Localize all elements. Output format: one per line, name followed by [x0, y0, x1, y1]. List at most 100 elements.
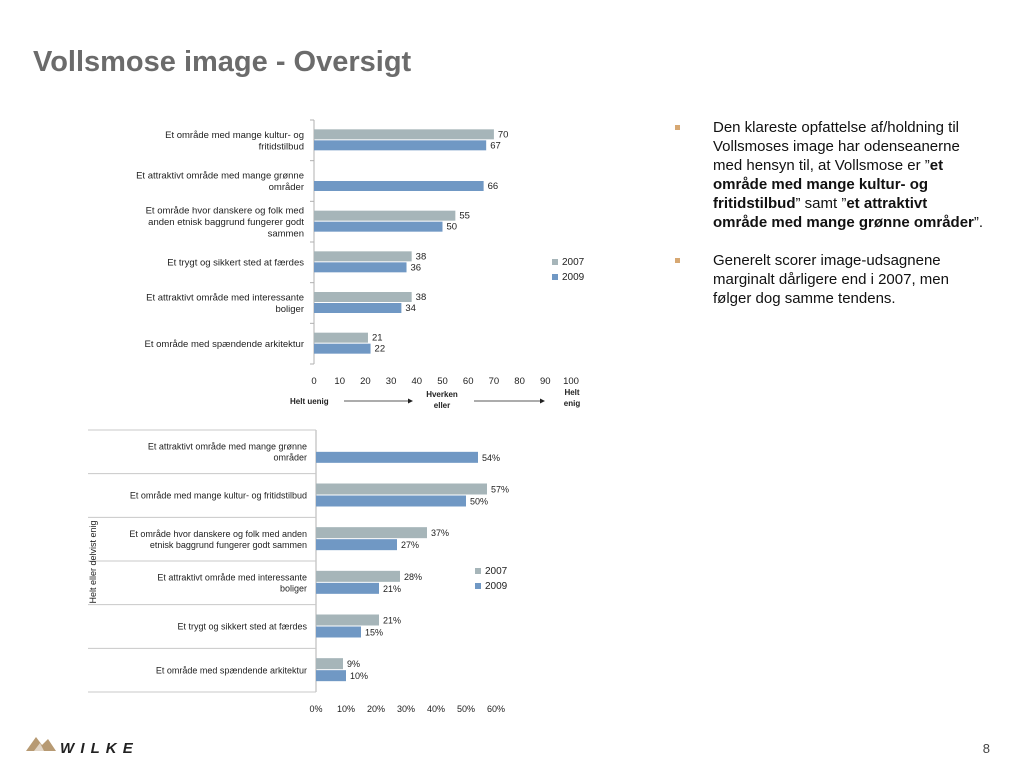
data-label-2007: 37% — [431, 528, 449, 538]
category-label: Et trygt og sikkert sted at færdes — [177, 622, 307, 632]
bar-2007 — [314, 292, 412, 302]
tick-label: 0 — [311, 376, 316, 387]
scale-arrowhead — [540, 398, 545, 404]
bar-2009 — [316, 626, 361, 638]
scale-left-label: Helt uenig — [290, 397, 329, 406]
tick-label: 60% — [487, 704, 505, 714]
tick-label: 100 — [563, 376, 579, 387]
tick-label: 0% — [309, 704, 322, 714]
category-label: Et område hvor danskere og folk med ande… — [129, 529, 307, 550]
tick-label: 40 — [412, 376, 423, 387]
bullet-1-part-3: ” samt ” — [795, 195, 847, 212]
category-label: Et trygt og sikkert sted at færdes — [167, 258, 304, 269]
data-label-2007: 70 — [498, 129, 509, 140]
bar-2009 — [316, 495, 466, 507]
data-label-2007: 55 — [459, 211, 470, 222]
bar-2009 — [314, 262, 407, 273]
category-label: Et område med mange kultur- og fritidsti… — [130, 491, 307, 501]
tick-label: 80 — [514, 376, 525, 387]
data-label-2007: 38 — [416, 251, 427, 262]
chart-image-scores: Et område med mange kultur- og fritidstil… — [136, 119, 585, 410]
bullet-1-part-2: et område med mange kultur- og fritidsti… — [713, 157, 944, 212]
bar-2009 — [314, 140, 487, 151]
scale-middle-label: Hverken eller — [426, 390, 458, 410]
data-label-2007: 38 — [416, 292, 427, 303]
bar-2007 — [314, 129, 494, 140]
legend-swatch-2007 — [552, 259, 558, 265]
data-label-2009: 50% — [470, 497, 488, 507]
data-label-2009: 21% — [383, 584, 401, 594]
bar-2007 — [316, 527, 427, 539]
bar-2009 — [314, 303, 402, 313]
tick-label: 60 — [463, 376, 474, 387]
chart-agree-shares: Et attraktivt område med mange grønne omr… — [88, 429, 509, 714]
category-label: Et område med mange kultur- og fritidstil… — [165, 130, 304, 153]
bar-2009 — [316, 539, 397, 551]
data-label-2007: 9% — [347, 659, 360, 669]
bar-2009 — [314, 221, 443, 232]
bar-2009 — [316, 582, 379, 594]
data-label-2009: 27% — [401, 540, 419, 550]
page-number: 8 — [982, 741, 990, 756]
legend-swatch-2009 — [552, 274, 558, 280]
category-label: Et område hvor danskere og folk med anden… — [146, 205, 305, 239]
tick-label: 10% — [337, 704, 355, 714]
legend-label: 2009 — [562, 272, 585, 283]
legend-swatch-2007 — [475, 568, 481, 574]
bar-2007 — [316, 483, 487, 495]
data-label-2007: 21% — [383, 616, 401, 626]
tick-label: 30 — [386, 376, 397, 387]
tick-label: 30% — [397, 704, 415, 714]
data-label-2009: 54% — [482, 453, 500, 463]
data-label-2009: 67 — [490, 140, 501, 151]
scale-right-label: Helt enig — [564, 388, 581, 408]
bar-2009 — [314, 181, 484, 191]
tick-label: 10 — [334, 376, 345, 387]
bar-2007 — [314, 251, 412, 262]
data-label-2009: 34 — [405, 303, 416, 314]
category-label: Et attraktivt område med interessante bol… — [157, 572, 307, 593]
bar-2007 — [316, 658, 343, 670]
category-label: Et attraktivt område med interessante bol… — [146, 293, 304, 316]
bullet-1-part-1: Den klareste opfattelse af/holdning til … — [713, 119, 960, 174]
bullet-marker — [675, 125, 680, 130]
tick-label: 50% — [457, 704, 475, 714]
bar-2007 — [314, 332, 368, 343]
svg-text:W I L K E: W I L K E — [60, 740, 134, 757]
legend-swatch-2009 — [475, 583, 481, 589]
bar-2009 — [316, 670, 346, 682]
bullet-2-text: Generelt scorer image-udsagnene marginal… — [713, 252, 949, 307]
bullet-text: Den klareste opfattelse af/holdning til … — [713, 119, 983, 231]
bullet-1-part-4: et attraktivt område med mange grønne om… — [713, 195, 974, 231]
bar-2007 — [314, 210, 456, 221]
bar-2009 — [314, 343, 371, 354]
wilke-logo: W I L K E — [26, 733, 146, 762]
data-label-2007: 28% — [404, 572, 422, 582]
data-label-2009: 15% — [365, 628, 383, 638]
bar-2009 — [316, 451, 478, 463]
y-axis-label: Helt eller delvist enig — [88, 520, 98, 603]
bullet-marker — [675, 258, 680, 263]
data-label-2009: 22 — [375, 344, 386, 355]
data-label-2009: 36 — [411, 262, 422, 273]
data-label-2007: 57% — [491, 485, 509, 495]
legend-label: 2007 — [485, 566, 508, 577]
legend-label: 2007 — [562, 257, 585, 268]
category-label: Et attraktivt område med mange grønne omr… — [148, 441, 307, 462]
data-label-2007: 21 — [372, 333, 383, 344]
wilke-logo-mark: W I L K E — [26, 737, 134, 757]
page-title: Vollsmose image - Oversigt — [33, 46, 412, 78]
data-label-2009: 66 — [488, 181, 499, 192]
bar-2007 — [316, 614, 379, 626]
bullet-item: Generelt scorer image-udsagnene marginal… — [675, 251, 985, 308]
bar-2007 — [316, 570, 400, 582]
bullet-list: Den klareste opfattelse af/holdning til … — [675, 118, 985, 327]
category-label: Et attraktivt område med mange grønne omr… — [136, 171, 304, 194]
legend-label: 2009 — [485, 581, 508, 592]
tick-label: 50 — [437, 376, 448, 387]
tick-label: 20% — [367, 704, 385, 714]
data-label-2009: 50 — [447, 222, 458, 233]
category-label: Et område med spændende arkitektur — [156, 665, 307, 675]
tick-label: 90 — [540, 376, 551, 387]
data-label-2009: 10% — [350, 671, 368, 681]
